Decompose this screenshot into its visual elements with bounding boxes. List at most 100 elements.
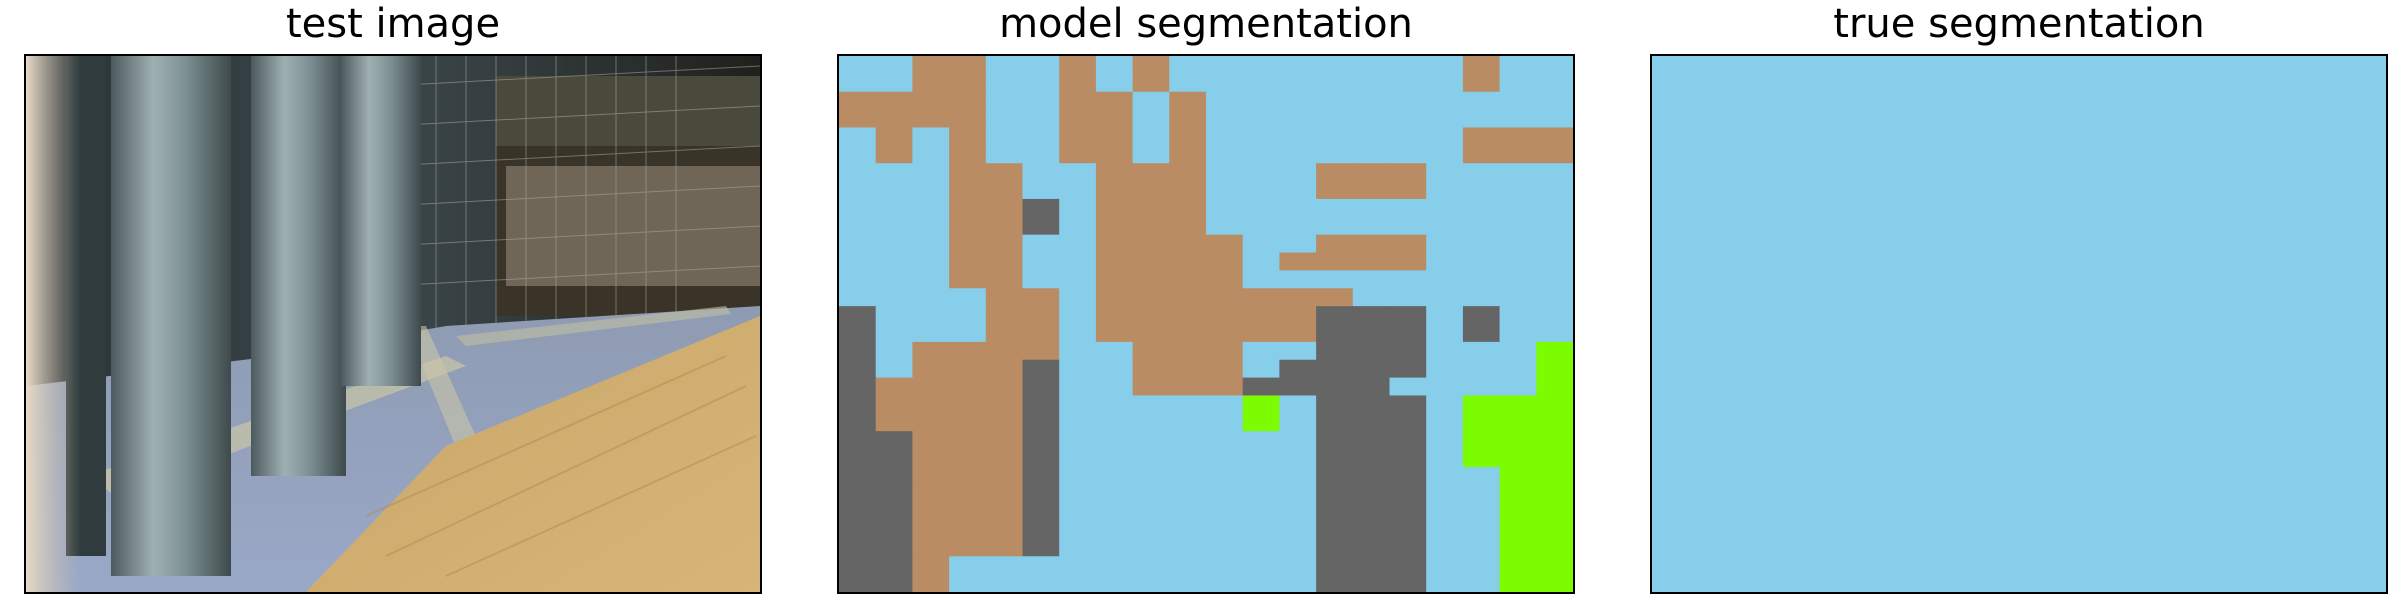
model-segmentation-cell [1462,431,1501,450]
true-segmentation-cell [1982,181,2020,200]
model-segmentation-cell [1059,574,1097,592]
model-segmentation-cell [1499,145,1537,164]
model-segmentation-cell [949,198,987,218]
true-segmentation-cell [2129,181,2167,200]
true-segmentation-cell [1835,502,1873,522]
model-segmentation-cell [1059,288,1097,307]
model-segmentation-cell [985,181,1024,200]
true-segmentation-cell [2239,109,2277,129]
true-segmentation-cell [1762,181,1800,200]
true-segmentation-cell [1835,431,1873,450]
model-segmentation-cell [1426,377,1464,397]
true-segmentation-cell [2275,145,2314,164]
model-segmentation-cell [875,109,913,129]
true-segmentation-cell [1652,431,1690,450]
model-segmentation-cell [1352,56,1391,75]
true-segmentation-cell [2312,181,2350,200]
model-segmentation-cell [1169,181,1207,200]
model-segmentation-cell [1059,216,1097,236]
true-segmentation-cell [1725,538,1763,557]
true-segmentation-cell [2275,109,2314,129]
true-segmentation-cell [2239,73,2277,93]
model-segmentation-cell [1352,324,1391,343]
model-segmentation-cell [1022,538,1060,557]
true-segmentation-cell [2275,91,2314,111]
model-segmentation-cell [1462,73,1501,93]
model-segmentation-cell [1316,431,1354,450]
model-segmentation-cell [1279,145,1317,164]
model-segmentation-cell [985,216,1024,236]
model-segmentation-cell [949,306,987,325]
true-segmentation-cell [2055,216,2093,236]
true-segmentation-cell [1725,502,1763,522]
model-segmentation-cell [1352,449,1391,468]
true-segmentation-cell [1725,252,1763,271]
model-segmentation-cell [985,413,1024,432]
model-segmentation-cell [912,91,950,111]
true-segmentation-cell [1688,502,1726,522]
true-segmentation-cell [1908,377,1947,397]
model-segmentation-cell [1206,234,1244,254]
model-segmentation-cell [1022,163,1060,182]
model-segmentation-cell [985,502,1024,522]
model-segmentation-cell [1389,377,1427,397]
model-segmentation-cell [985,324,1024,343]
model-segmentation-cell [1242,234,1280,254]
true-segmentation-cell [2055,413,2093,432]
model-segmentation-cell [1352,341,1391,361]
model-segmentation-cell [1352,109,1391,129]
model-segmentation-cell [1499,556,1537,575]
true-segmentation-cell [2019,466,2057,486]
true-segmentation-cell [1688,556,1726,575]
model-segmentation-cell [875,234,913,254]
true-segmentation-cell [1835,413,1873,432]
model-segmentation-cell [1132,431,1170,450]
model-segmentation-cell [1536,413,1573,432]
model-segmentation-cell [912,449,950,468]
model-segmentation-cell [1206,127,1244,146]
true-segmentation-cell [1725,145,1763,164]
model-segmentation-cell [1352,73,1391,93]
model-segmentation-cell [1206,324,1244,343]
model-segmentation-cell [1059,520,1097,539]
model-segmentation-cell [1059,484,1097,504]
model-segmentation-cell [1206,466,1244,486]
model-segmentation-cell [1499,73,1537,93]
model-segmentation-cell [912,341,950,361]
model-segmentation-cell [1095,449,1134,468]
model-segmentation-cell [1059,109,1097,129]
model-segmentation-cell [1462,324,1501,343]
true-segmentation-cell [2312,324,2350,343]
true-segmentation-cell [1982,288,2020,307]
true-segmentation-cell [2092,341,2130,361]
model-segmentation-cell [1022,520,1060,539]
true-segmentation-cell [1872,91,1910,111]
true-segmentation-cell [2019,252,2057,271]
true-segmentation-cell [2202,252,2240,271]
true-segmentation-cell [2349,449,2386,468]
true-segmentation-cell [2055,288,2093,307]
true-segmentation-cell [2129,198,2167,218]
model-segmentation-cell [1242,163,1280,182]
model-segmentation-cell [1316,127,1354,146]
model-segmentation-cell [1536,127,1573,146]
true-segmentation-cell [2055,56,2093,75]
true-segmentation-cell [1762,163,1800,182]
true-segmentation-cell [1652,359,1690,379]
model-segmentation-cell [1279,234,1317,254]
model-segmentation-cell [875,91,913,111]
true-segmentation-cell [1872,216,1910,236]
model-segmentation-cell [949,395,987,414]
true-segmentation-cell [2129,145,2167,164]
true-segmentation-cell [1835,127,1873,146]
true-segmentation-cell [2165,56,2204,75]
model-segmentation-cell [1169,163,1207,182]
model-segmentation-cell [1242,377,1280,397]
model-segmentation-cell [1462,377,1501,397]
true-segmentation-cell [2092,324,2130,343]
true-segmentation-cell [1872,234,1910,254]
model-segmentation-cell [1169,198,1207,218]
model-segmentation-cell [1536,56,1573,75]
true-segmentation-cell [2202,109,2240,129]
model-segmentation-cell [1206,520,1244,539]
